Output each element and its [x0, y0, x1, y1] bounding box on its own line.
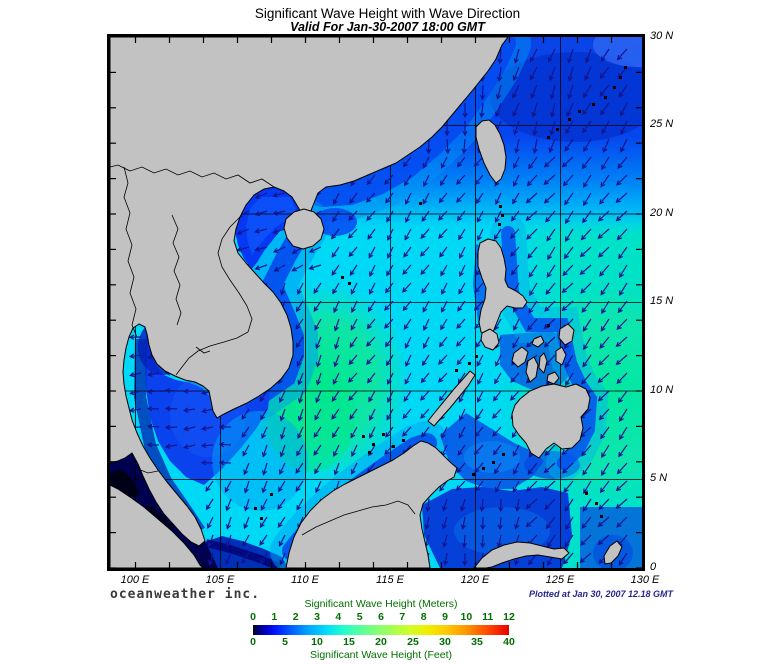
- land-masbate: [531, 335, 545, 348]
- land-leyte: [555, 346, 567, 366]
- legend-tick: 0: [250, 636, 256, 648]
- lon-label: 120 E: [460, 574, 490, 586]
- land-bohol: [546, 371, 560, 385]
- lat-label: 15 N: [650, 295, 674, 307]
- small-islands: [254, 66, 627, 520]
- chart-subtitle: Valid For Jan-30-2007 18:00 GMT: [290, 20, 485, 34]
- lat-label: 5 N: [650, 472, 668, 484]
- land-cebu: [538, 352, 548, 374]
- lon-label: 130 E: [630, 574, 660, 586]
- legend-tick: 40: [503, 636, 515, 648]
- land-samar: [558, 323, 575, 346]
- legend-tick: 12: [503, 611, 515, 623]
- legend-colorbar: [253, 625, 509, 635]
- legend-tick: 8: [420, 611, 427, 623]
- land-sulawesi: [473, 541, 570, 568]
- legend-tick: 10: [311, 636, 323, 648]
- land-panay: [511, 346, 529, 368]
- legend-tick: 5: [356, 611, 363, 623]
- legend-tick: 2: [292, 611, 299, 623]
- legend-tick: 7: [399, 611, 406, 623]
- chart-title: Significant Wave Height with Wave Direct…: [254, 6, 521, 21]
- frame-tick-marks: [110, 37, 642, 568]
- legend-title-feet: Significant Wave Height (Feet): [309, 649, 452, 661]
- land-borneo: [285, 440, 458, 568]
- lon-label: 110 E: [291, 574, 319, 586]
- lat-label: 10 N: [650, 384, 674, 396]
- lon-label: 115 E: [376, 574, 404, 586]
- brand-text: oceanweather inc.: [110, 587, 261, 602]
- lon-label: 125 E: [545, 574, 575, 586]
- land-halmahera: [603, 540, 623, 565]
- legend-tick: 9: [442, 611, 448, 623]
- legend-tick: 4: [335, 611, 342, 623]
- land-luzon: [477, 238, 528, 338]
- legend-tick: 10: [460, 611, 473, 623]
- land-sumatra: [110, 484, 204, 568]
- legend-tick: 20: [375, 636, 387, 648]
- legend-tick: 15: [343, 636, 355, 648]
- legend-tick: 11: [482, 611, 494, 623]
- lon-label: 105 E: [205, 574, 235, 586]
- land-hainan: [283, 208, 325, 250]
- legend-tick: 0: [250, 611, 256, 623]
- lat-label: 30 N: [650, 30, 674, 42]
- land-mindanao: [511, 383, 591, 459]
- landmasses: [110, 37, 623, 568]
- land-negros: [525, 356, 539, 383]
- lat-label: 20 N: [650, 207, 674, 219]
- land-palawan: [427, 370, 476, 427]
- legend-tick: 5: [282, 636, 288, 648]
- lat-label: 0: [650, 561, 657, 573]
- legend-tick: 25: [407, 636, 419, 648]
- legend-title-meters: Significant Wave Height (Meters): [304, 598, 458, 610]
- land-asia-mainland: [110, 37, 509, 547]
- lat-label: 25 N: [650, 118, 674, 130]
- country-borders: [110, 164, 416, 536]
- map-frame: [107, 34, 645, 571]
- legend-tick: 6: [378, 611, 384, 623]
- plotted-at-text: Plotted at Jan 30, 2007 12.18 GMT: [528, 589, 673, 599]
- legend-meters-ticks: 0 1 2 3 4 5 6 7 8 9 10 11 12: [250, 611, 515, 624]
- legend-tick: 35: [471, 636, 483, 648]
- legend-feet-ticks: 0 5 10 15 20 25 30 35 40: [250, 636, 515, 649]
- wave-map: [110, 37, 642, 568]
- land-mindoro: [480, 328, 500, 351]
- land-taiwan: [475, 119, 507, 184]
- legend-tick: 1: [271, 611, 278, 623]
- legend-tick: 3: [314, 611, 320, 623]
- lon-label: 100 E: [120, 574, 150, 586]
- legend-tick: 30: [439, 636, 451, 648]
